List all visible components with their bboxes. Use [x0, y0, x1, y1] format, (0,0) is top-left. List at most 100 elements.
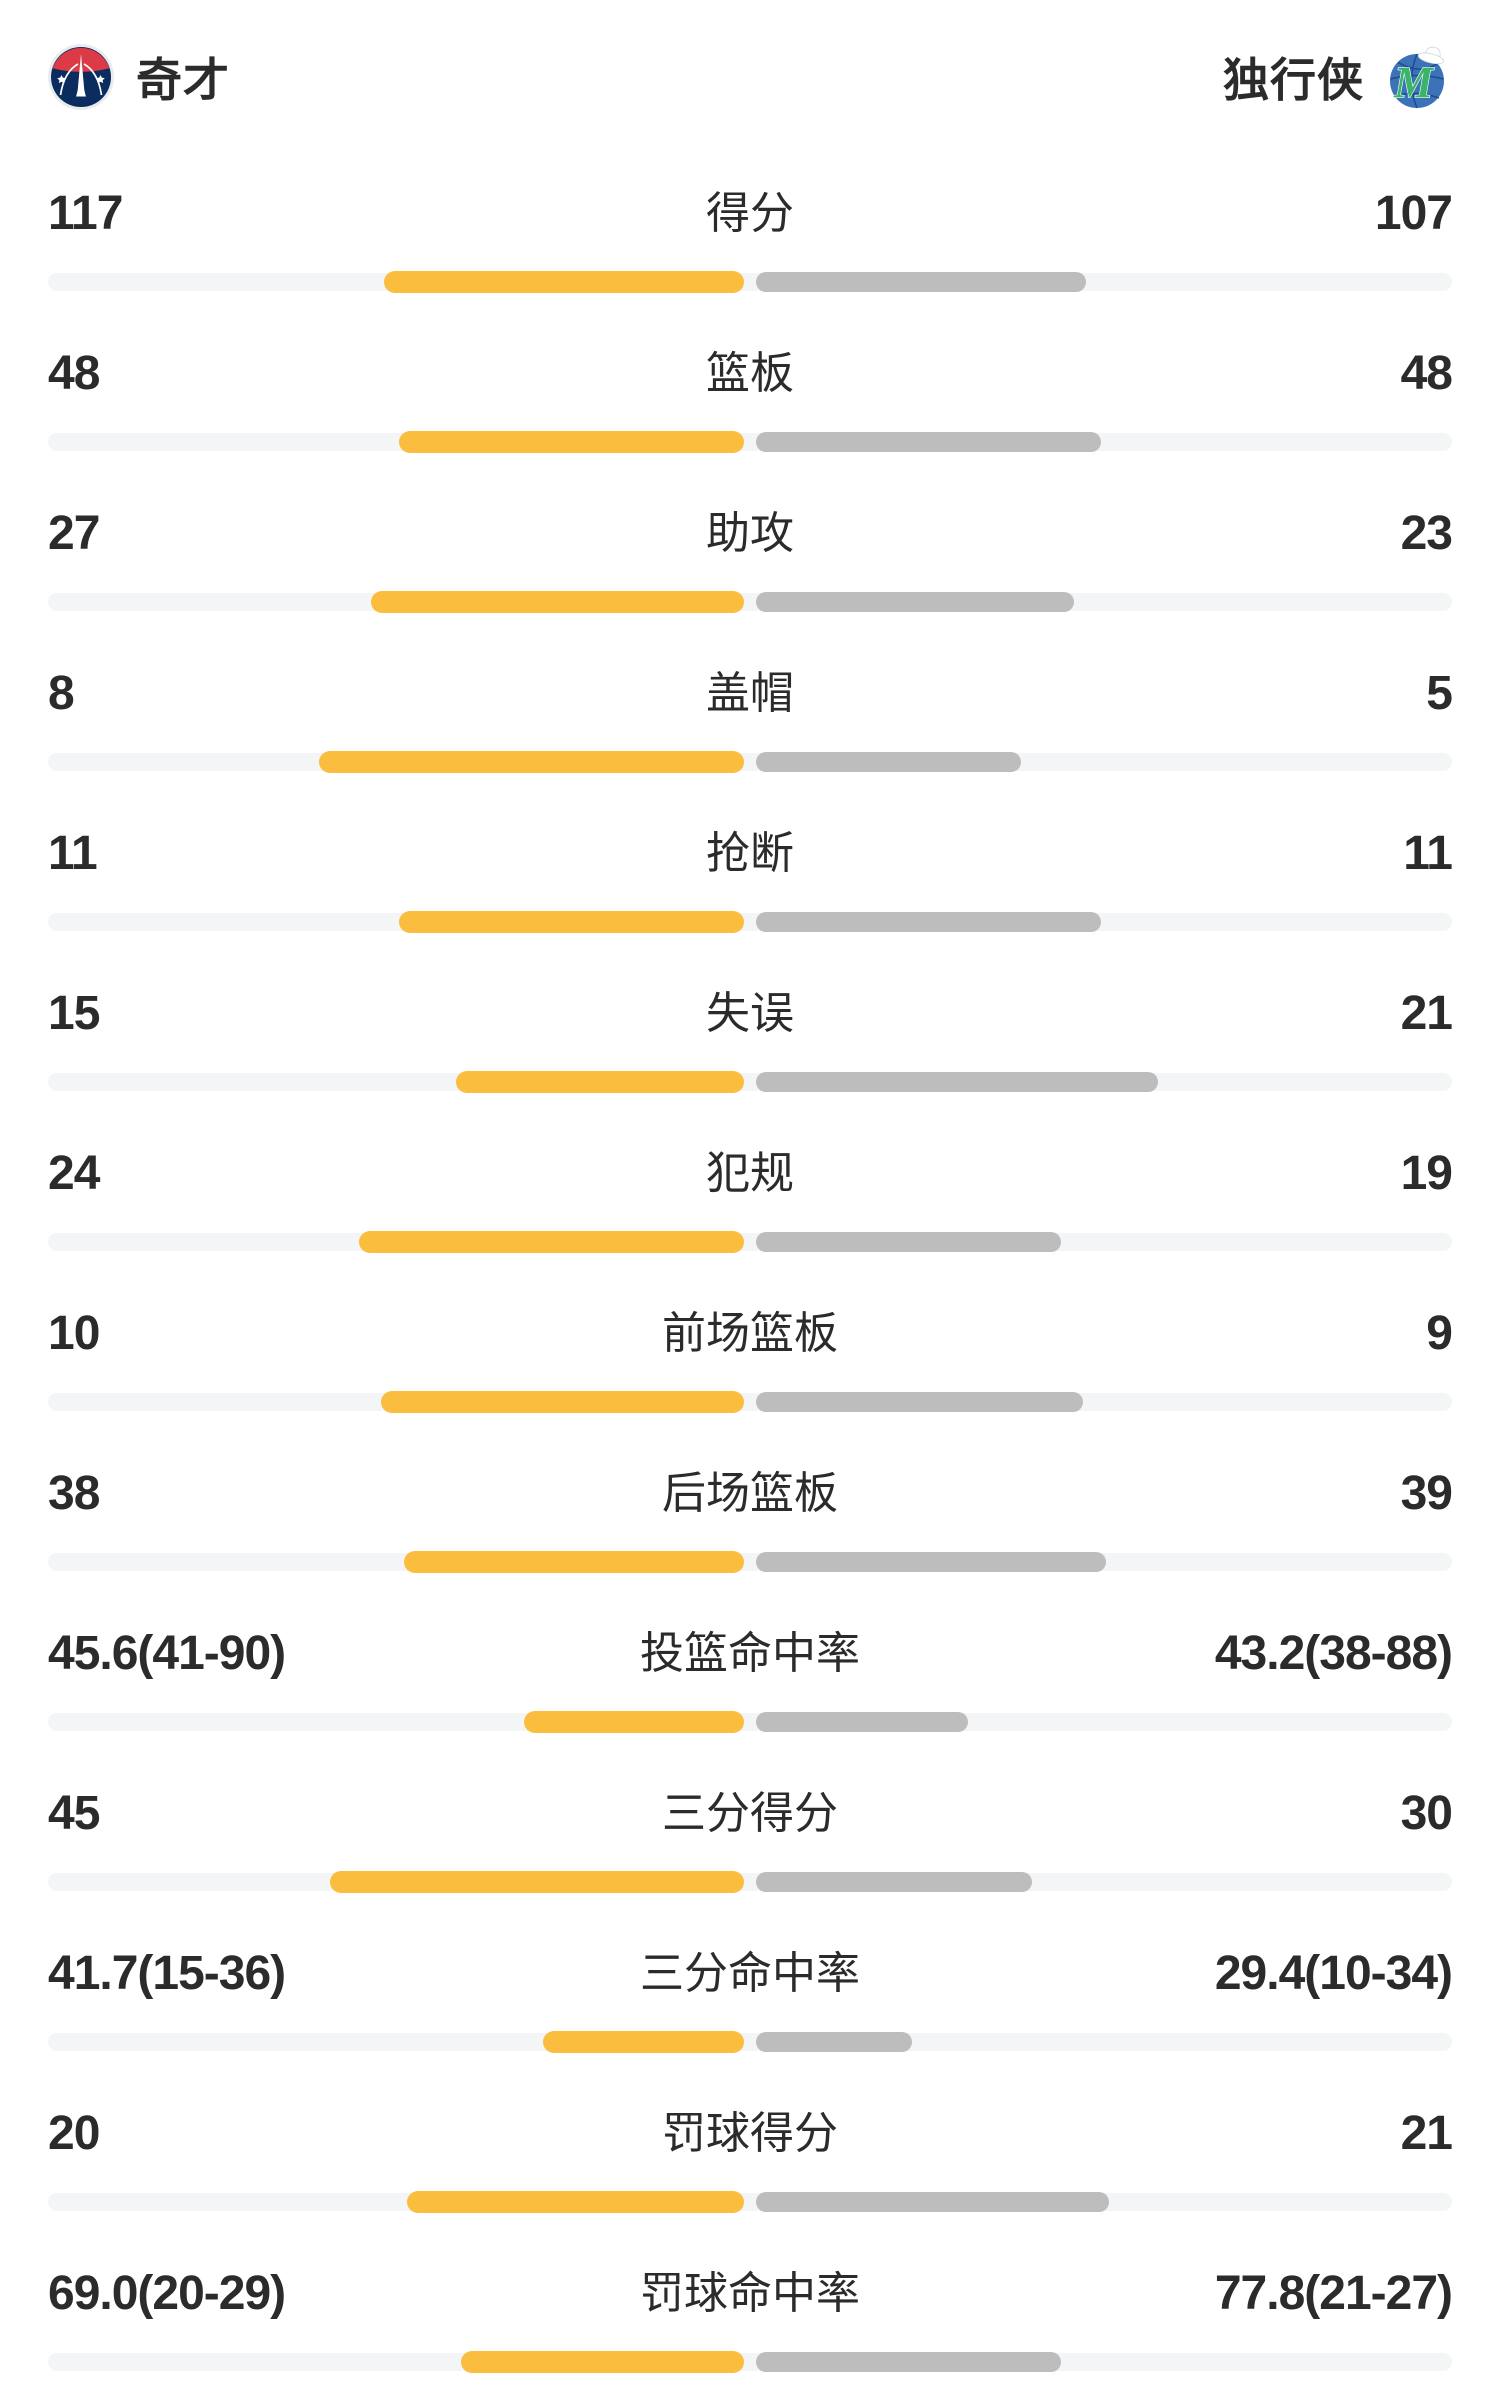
- stat-row: 45.6(41-90) 投篮命中率 43.2(38-88): [0, 1602, 1500, 1762]
- stat-value-left: 20: [48, 2107, 100, 2160]
- stat-bar-right: [756, 2352, 1061, 2372]
- stat-values: 20 罚球得分 21: [48, 2106, 1453, 2162]
- stat-label: 罚球得分: [662, 2109, 838, 2158]
- wizards-logo-icon: [48, 44, 114, 110]
- stat-row: 20 罚球得分 21: [0, 2082, 1500, 2242]
- stat-bar-track: [48, 1391, 1452, 1413]
- stat-row: 45 三分得分 30: [0, 1762, 1500, 1922]
- stat-value-right: 23: [1400, 507, 1453, 560]
- stat-bar-track: [48, 271, 1452, 293]
- stat-bar-track: [48, 2351, 1452, 2373]
- stat-value-right: 29.4(10-34): [1214, 1947, 1453, 2000]
- stat-bar-left: [404, 1551, 744, 1573]
- stat-values: 11 抢断 11: [48, 826, 1453, 882]
- stat-value-left: 24: [48, 1147, 100, 1200]
- stat-bar-track: [48, 2191, 1452, 2213]
- stat-bar-track: [48, 751, 1452, 773]
- stat-value-right: 11: [1403, 827, 1453, 880]
- stat-row: 38 后场篮板 39: [0, 1442, 1500, 1602]
- stat-label: 前场篮板: [662, 1309, 838, 1358]
- stat-values: 8 盖帽 5: [48, 666, 1453, 722]
- stat-bar-left: [461, 2351, 744, 2373]
- stat-value-left: 45.6(41-90): [48, 1627, 286, 1680]
- stat-bar-track: [48, 911, 1452, 933]
- stat-values: 69.0(20-29) 罚球命中率 77.8(21-27): [48, 2266, 1453, 2322]
- mavericks-logo-icon: M: [1386, 44, 1452, 110]
- stat-label: 盖帽: [706, 669, 794, 718]
- stat-row: 48 篮板 48: [0, 322, 1500, 482]
- stat-values: 48 篮板 48: [48, 346, 1453, 402]
- stat-row: 41.7(15-36) 三分命中率 29.4(10-34): [0, 1922, 1500, 2082]
- stat-value-left: 15: [48, 987, 100, 1040]
- stat-bar-right: [756, 912, 1101, 932]
- stats-list: 117 得分 107 48 篮板 48 27 助攻 23: [0, 162, 1500, 2400]
- stat-label: 后场篮板: [662, 1469, 838, 1518]
- stat-bar-right: [756, 1872, 1032, 1892]
- stat-label: 三分得分: [662, 1789, 838, 1838]
- stat-bar-left: [524, 1711, 744, 1733]
- stat-value-right: 21: [1400, 987, 1453, 1040]
- stat-bar-right: [756, 2192, 1109, 2212]
- stat-bar-left: [399, 431, 744, 453]
- stat-bar-right: [756, 272, 1086, 292]
- stat-bar-left: [381, 1391, 744, 1413]
- svg-text:M: M: [1393, 58, 1435, 107]
- stat-row: 11 抢断 11: [0, 802, 1500, 962]
- stat-value-right: 30: [1400, 1787, 1453, 1840]
- stat-bar-right: [756, 1552, 1106, 1572]
- stat-value-right: 19: [1400, 1147, 1453, 1200]
- stat-value-left: 8: [48, 667, 75, 720]
- stat-bar-right: [756, 1072, 1158, 1092]
- stat-bar-left: [371, 591, 744, 613]
- stat-value-right: 5: [1426, 667, 1453, 720]
- stat-value-right: 77.8(21-27): [1214, 2267, 1453, 2320]
- stat-values: 38 后场篮板 39: [48, 1466, 1453, 1522]
- stat-bar-right: [756, 1232, 1061, 1252]
- stat-bar-left: [319, 751, 744, 773]
- stat-row: 15 失误 21: [0, 962, 1500, 1122]
- stat-values: 117 得分 107: [48, 186, 1453, 242]
- stat-bar-right: [756, 592, 1074, 612]
- stat-value-left: 10: [48, 1307, 100, 1360]
- stat-values: 41.7(15-36) 三分命中率 29.4(10-34): [48, 1946, 1453, 2002]
- stat-value-right: 48: [1400, 347, 1453, 400]
- team-right-name: 独行侠: [1223, 54, 1364, 106]
- stat-value-right: 39: [1400, 1467, 1453, 1520]
- stat-row: 69.0(20-29) 罚球命中率 77.8(21-27): [0, 2242, 1500, 2400]
- stat-row: 117 得分 107: [0, 162, 1500, 322]
- stat-bar-left: [456, 1071, 744, 1093]
- stat-row: 10 前场篮板 9: [0, 1282, 1500, 1442]
- team-left-name: 奇才: [136, 54, 230, 106]
- stat-bar-track: [48, 591, 1452, 613]
- stat-value-left: 117: [48, 187, 123, 240]
- stat-label: 助攻: [706, 509, 794, 558]
- stat-label: 罚球命中率: [640, 2269, 860, 2318]
- stat-bar-track: [48, 1231, 1452, 1253]
- stat-value-right: 43.2(38-88): [1214, 1627, 1453, 1680]
- stat-values: 15 失误 21: [48, 986, 1453, 1042]
- stat-value-left: 41.7(15-36): [48, 1947, 286, 2000]
- stat-values: 27 助攻 23: [48, 506, 1453, 562]
- stat-row: 8 盖帽 5: [0, 642, 1500, 802]
- stat-bar-left: [399, 911, 744, 933]
- stat-values: 10 前场篮板 9: [48, 1306, 1453, 1362]
- stat-value-left: 11: [48, 827, 98, 880]
- stat-bar-left: [543, 2031, 744, 2053]
- stat-value-left: 48: [48, 347, 100, 400]
- stat-label: 篮板: [706, 349, 794, 398]
- stat-bar-track: [48, 1551, 1452, 1573]
- header: 奇才 独行侠 M: [48, 44, 1452, 110]
- stat-bar-right: [756, 2032, 912, 2052]
- stat-values: 24 犯规 19: [48, 1146, 1453, 1202]
- stat-bar-track: [48, 1071, 1452, 1093]
- stat-row: 24 犯规 19: [0, 1122, 1500, 1282]
- stat-bar-left: [384, 271, 744, 293]
- stat-value-right: 107: [1374, 187, 1453, 240]
- stat-values: 45 三分得分 30: [48, 1786, 1453, 1842]
- stat-label: 三分命中率: [640, 1949, 860, 1998]
- stat-label: 失误: [706, 989, 794, 1038]
- stat-row: 27 助攻 23: [0, 482, 1500, 642]
- stat-bar-right: [756, 432, 1101, 452]
- stat-value-left: 38: [48, 1467, 100, 1520]
